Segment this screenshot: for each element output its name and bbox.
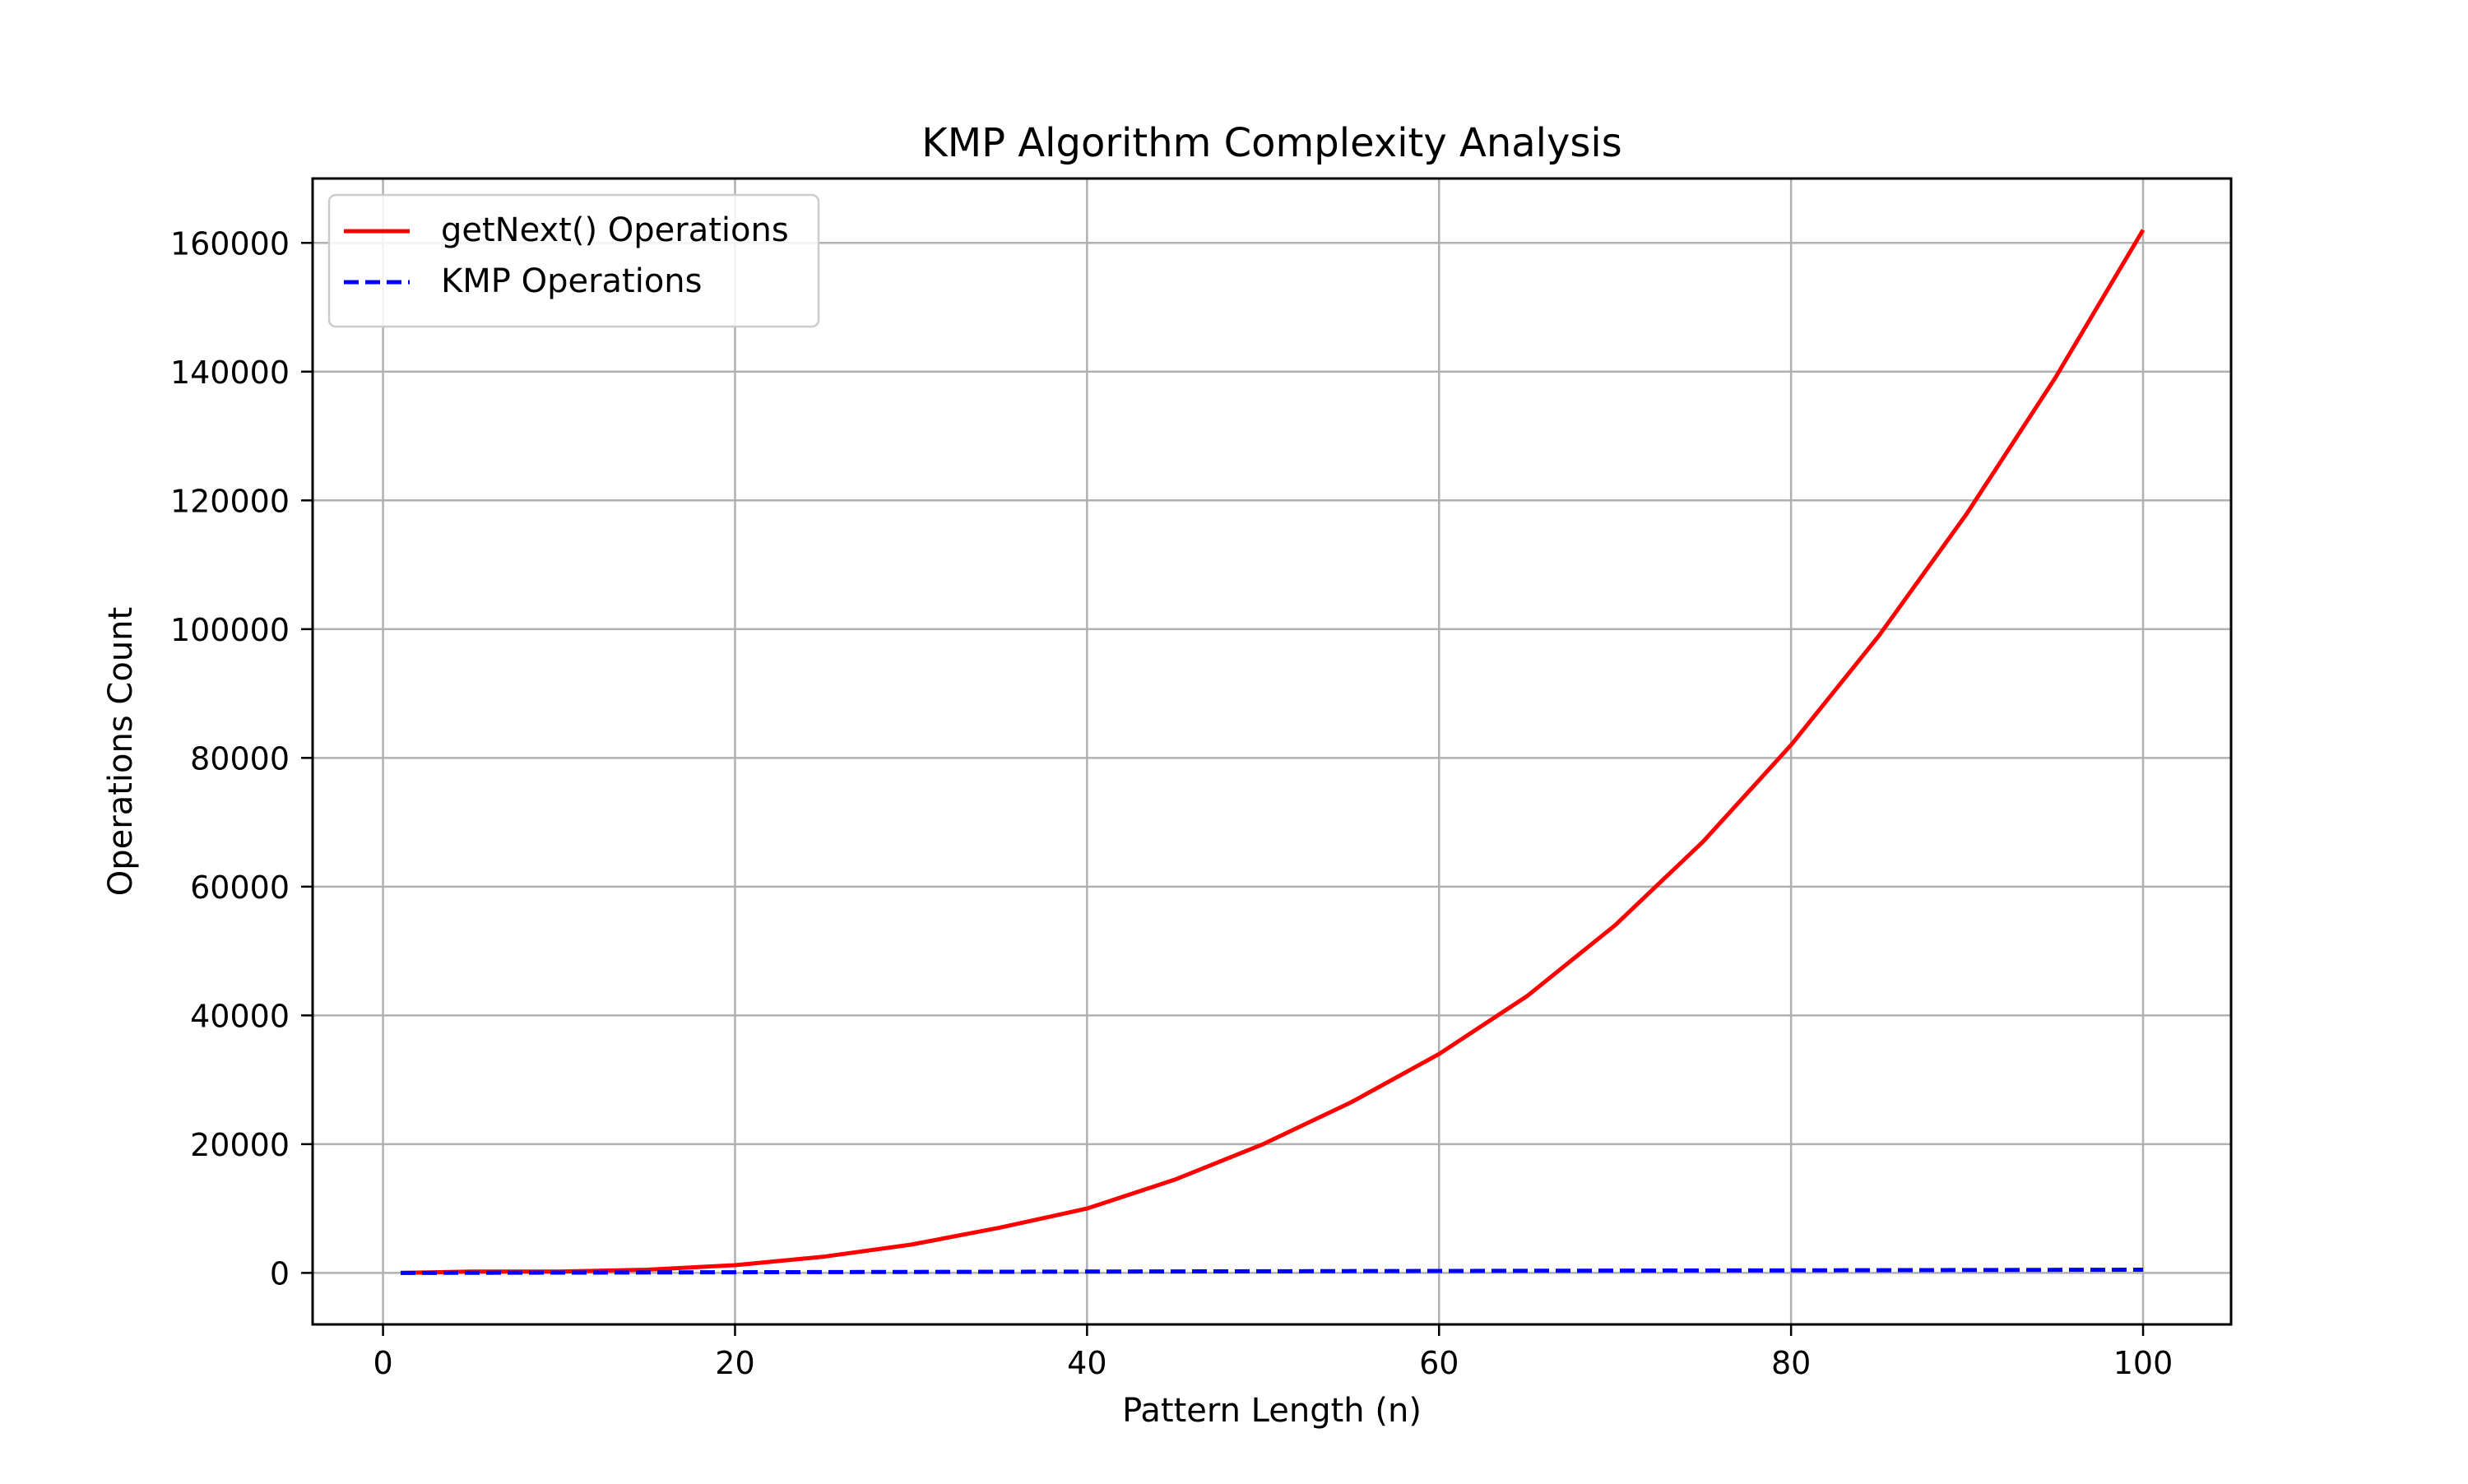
x-tick-label: 0: [373, 1345, 392, 1381]
series-lines: [400, 229, 2146, 1275]
y-tick-label: 0: [270, 1255, 290, 1292]
y-tick-label: 100000: [170, 612, 290, 648]
x-axis-ticks: 0 20 40 60 80 100: [373, 1324, 2173, 1381]
y-tick-label: 60000: [190, 870, 290, 906]
x-tick-label: 60: [1419, 1345, 1459, 1381]
x-tick-label: 80: [1771, 1345, 1811, 1381]
plot-area-frame: [311, 177, 2233, 1326]
series-line-0: [400, 229, 2146, 1275]
x-tick-label: 100: [2113, 1345, 2173, 1381]
y-tick-label: 80000: [190, 740, 290, 777]
chart-title: KMP Algorithm Complexity Analysis: [921, 120, 1622, 166]
legend-label-0: getNext() Operations: [441, 211, 789, 249]
legend: getNext() Operations KMP Operations: [327, 193, 820, 328]
legend-box: [327, 193, 820, 328]
series-line-1: [400, 1268, 2144, 1275]
x-tick-label: 40: [1067, 1345, 1106, 1381]
y-tick-label: 140000: [170, 355, 290, 391]
y-tick-label: 40000: [190, 998, 290, 1034]
y-axis-ticks: 0 20000 40000 60000 80000 100000 120000 140000 1…: [170, 225, 313, 1292]
grid-lines: [313, 179, 2231, 1324]
y-tick-label: 20000: [190, 1127, 290, 1163]
y-tick-label: 120000: [170, 483, 290, 519]
x-axis-label: Pattern Length (n): [1122, 1392, 1422, 1430]
y-tick-label: 160000: [170, 225, 290, 262]
y-axis-label: Operations Count: [102, 607, 140, 896]
x-tick-label: 20: [715, 1345, 754, 1381]
legend-label-1: KMP Operations: [441, 262, 702, 300]
